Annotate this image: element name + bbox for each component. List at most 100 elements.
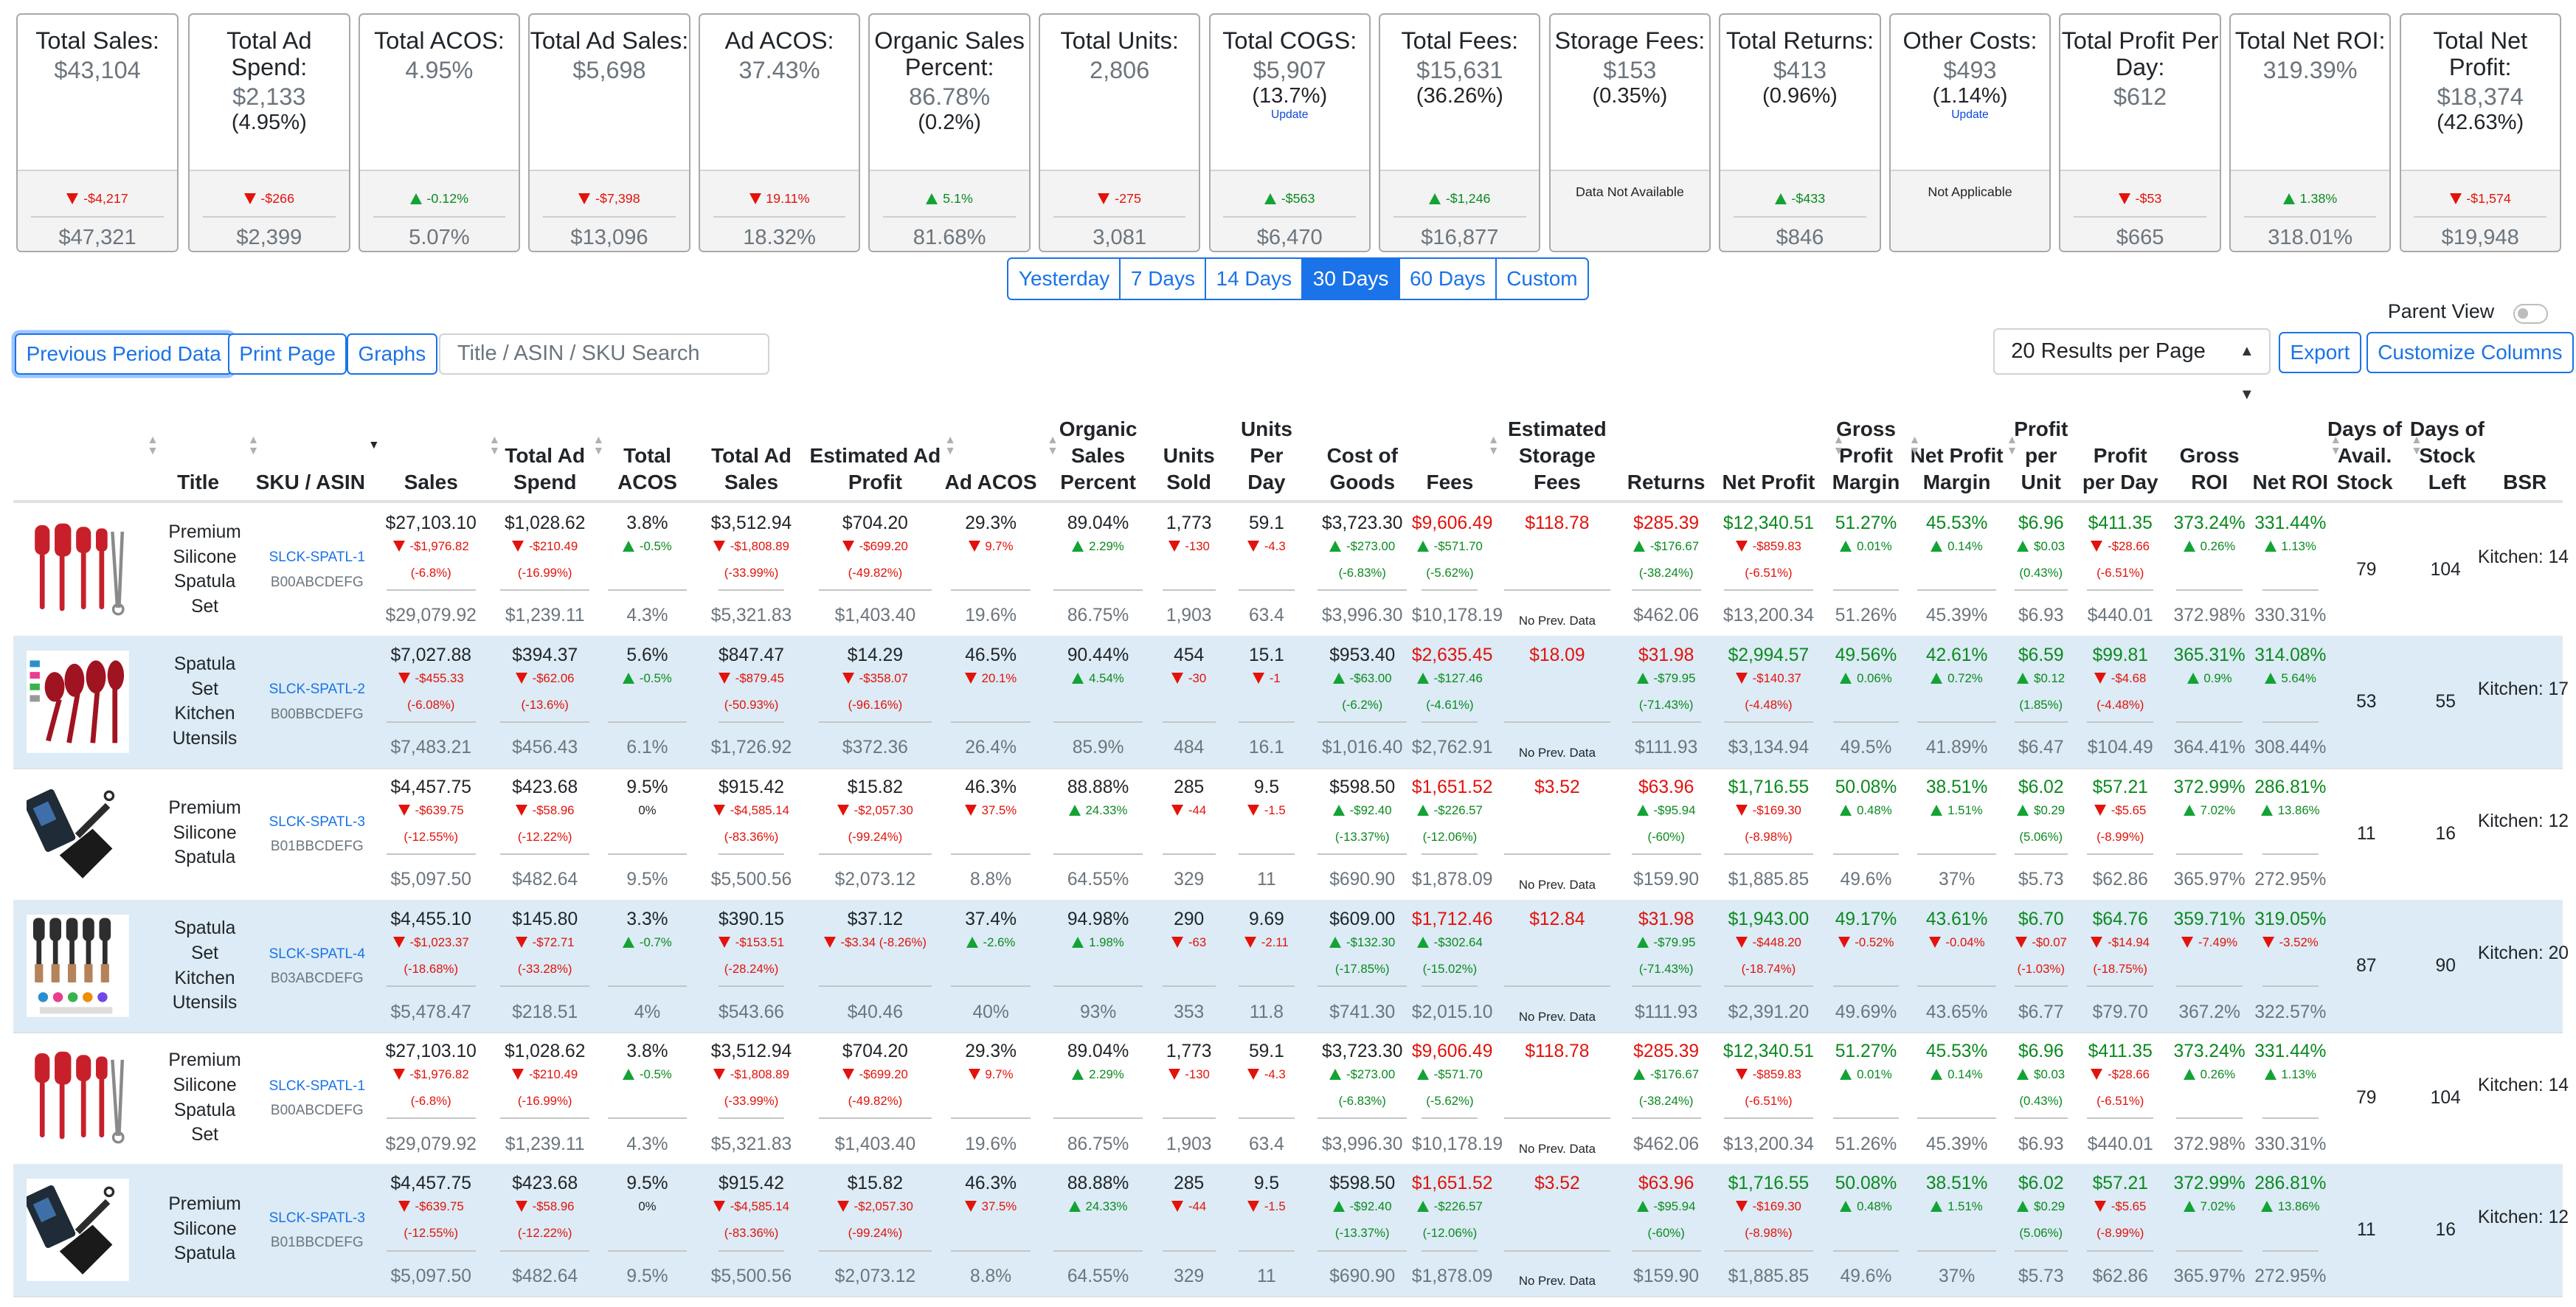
column-header[interactable]: Gross Profit Margin [1832, 417, 1900, 493]
sort-icon[interactable]: ▲ ▼ [2411, 433, 2423, 458]
metric-change: 0.48% [1823, 1199, 1908, 1215]
product-title[interactable]: Premium Silicone Spatula [168, 1194, 241, 1264]
metric-change: 1.51% [1907, 1199, 2006, 1215]
metric-cell: 331.44% 1.13% 330.31% [2252, 504, 2328, 636]
sort-icon[interactable]: ▲ ▼ [488, 433, 501, 458]
sort-desc-icon[interactable]: ▼ [368, 439, 380, 452]
metric-cell: 88.88% 24.33% 64.55% [1044, 768, 1153, 900]
product-title[interactable]: Premium Silicone Spatula Set [168, 522, 241, 617]
column-header[interactable]: Cost of Goods [1326, 443, 1398, 493]
column-header[interactable]: Units Sold [1163, 443, 1215, 493]
sort-icon[interactable]: ▲ ▼ [1047, 433, 1059, 458]
export-button[interactable]: Export [2279, 331, 2361, 373]
metric-cell: 372.99% 7.02% 365.97% [2167, 1164, 2252, 1296]
parent-view-toggle[interactable] [2513, 303, 2548, 324]
product-title[interactable]: Premium Silicone Spatula [168, 797, 241, 868]
kpi-note: Not Applicable [1928, 184, 2012, 200]
column-header[interactable]: Ad ACOS [944, 470, 1037, 493]
metric-value: 88.88% [1067, 777, 1129, 798]
period-button-yesterday[interactable]: Yesterday [1007, 257, 1121, 301]
sort-icon[interactable]: ▲ ▼ [592, 433, 605, 458]
column-header[interactable]: SKU / ASIN [255, 470, 365, 493]
kpi-card: Total Ad Spend: $2,133 (4.95%) -$266 $2,399 [188, 13, 350, 253]
product-title[interactable]: Premium Silicone Spatula Set [168, 1050, 241, 1145]
product-title[interactable]: Spatula Set Kitchen Utensils [172, 918, 238, 1013]
column-header[interactable]: Fees [1426, 470, 1474, 493]
metric-change: -$95.94 [1621, 802, 1711, 819]
column-header[interactable]: Estimated Ad Profit [809, 443, 941, 493]
kpi-change: -$433 [1720, 191, 1879, 207]
customize-columns-button[interactable]: Customize Columns [2366, 331, 2574, 373]
arrow-up-icon [623, 673, 635, 684]
metric-change-percent: (-6.8%) [410, 565, 451, 580]
sort-icon[interactable]: ▲ ▼ [2330, 433, 2342, 458]
column-header[interactable]: Days of Stock Left [2409, 417, 2485, 493]
period-button-custom[interactable]: Custom [1495, 257, 1589, 301]
sku-link[interactable]: SLCK-SPATL-1 [269, 1078, 365, 1094]
metric-previous: 4% [634, 1002, 661, 1022]
kpi-change: 5.1% [870, 191, 1028, 207]
previous-period-button[interactable]: Previous Period Data [15, 333, 233, 375]
sku-link[interactable]: SLCK-SPATL-2 [269, 682, 365, 698]
period-button-60-days[interactable]: 60 Days [1398, 257, 1498, 301]
metric-change: -$63.00 [1308, 670, 1417, 687]
column-header[interactable]: Total Ad Sales [711, 443, 792, 493]
product-title[interactable]: Spatula Set Kitchen Utensils [172, 654, 238, 749]
column-header[interactable]: Total ACOS [617, 443, 677, 493]
sort-icon[interactable]: ▲ ▼ [1487, 433, 1500, 458]
product-image[interactable] [24, 783, 129, 885]
metric-change-value: -$169.30 [1752, 1199, 1801, 1214]
column-header[interactable]: Profit per Day [2082, 443, 2158, 493]
sku-link[interactable]: SLCK-SPATL-4 [269, 946, 365, 962]
sort-icon[interactable]: ▲ ▼ [1832, 433, 1845, 458]
sku-link[interactable]: SLCK-SPATL-1 [269, 550, 365, 566]
search-input[interactable]: Title / ASIN / SKU Search [439, 333, 770, 375]
column-header[interactable]: Total Ad Spend [505, 443, 586, 493]
product-image[interactable] [26, 1047, 129, 1149]
sku-link[interactable]: SLCK-SPATL-3 [269, 814, 365, 830]
update-link[interactable]: Update [1270, 108, 1309, 122]
product-image[interactable] [26, 650, 129, 753]
metric-previous: 364.41% [2173, 738, 2246, 758]
column-header[interactable]: Estimated Storage Fees [1508, 417, 1607, 493]
product-image[interactable] [24, 1179, 129, 1282]
column-header[interactable]: Days of Avail. Stock [2327, 417, 2403, 493]
update-link[interactable]: Update [1951, 108, 1989, 122]
column-header[interactable]: Sales [404, 470, 458, 493]
kpi-change-value: -$53 [2135, 191, 2162, 207]
sort-icon[interactable]: ▲ ▼ [944, 433, 956, 458]
sort-icon[interactable]: ▲ ▼ [1908, 433, 1921, 458]
column-header[interactable]: Net Profit Margin [1910, 443, 2004, 493]
sort-icon[interactable]: ▲ ▼ [247, 433, 260, 458]
column-header[interactable]: Net Profit [1722, 470, 1815, 493]
column-header[interactable]: Profit per Unit [2014, 417, 2068, 493]
table-row: Premium Silicone Spatula Set SLCK-SPATL-1… [13, 1032, 2569, 1166]
column-header[interactable]: Gross ROI [2179, 443, 2240, 493]
graphs-button[interactable]: Graphs [347, 333, 437, 375]
metric-change: -0.7% [598, 935, 696, 951]
sort-icon[interactable]: ▲ ▼ [2006, 433, 2018, 458]
arrow-down-icon [1171, 937, 1184, 948]
period-button-7-days[interactable]: 7 Days [1119, 257, 1207, 301]
period-button-14-days[interactable]: 14 Days [1205, 257, 1303, 301]
column-header[interactable]: Returns [1627, 470, 1706, 493]
results-per-page-select[interactable]: 20 Results per Page ▲ ▼ [1992, 328, 2271, 403]
product-image[interactable] [26, 518, 129, 621]
sort-icon[interactable]: ▲ ▼ [147, 433, 159, 458]
metric-change: -$79.95 [1621, 935, 1711, 951]
product-image[interactable] [26, 915, 129, 1017]
metric-change-value: 4.54% [1089, 670, 1124, 685]
print-page-button[interactable]: Print Page [227, 333, 347, 375]
metric-change-percent: (0.43%) [2019, 565, 2063, 580]
metric-change-value: -$1,976.82 [409, 538, 469, 553]
arrow-down-icon [392, 1069, 405, 1080]
column-header[interactable]: Net ROI [2252, 470, 2329, 493]
column-header[interactable]: Organic Sales Percent [1059, 417, 1138, 493]
column-header[interactable]: Title [177, 470, 220, 493]
sku-link[interactable]: SLCK-SPATL-3 [269, 1210, 365, 1226]
metric-change: -$879.45 [708, 670, 794, 687]
kpi-change-value: -$1,574 [2466, 191, 2511, 207]
column-header[interactable]: Units Per Day [1240, 417, 1292, 493]
period-button-30-days[interactable]: 30 Days [1301, 257, 1400, 301]
column-header[interactable]: BSR [2503, 470, 2547, 493]
